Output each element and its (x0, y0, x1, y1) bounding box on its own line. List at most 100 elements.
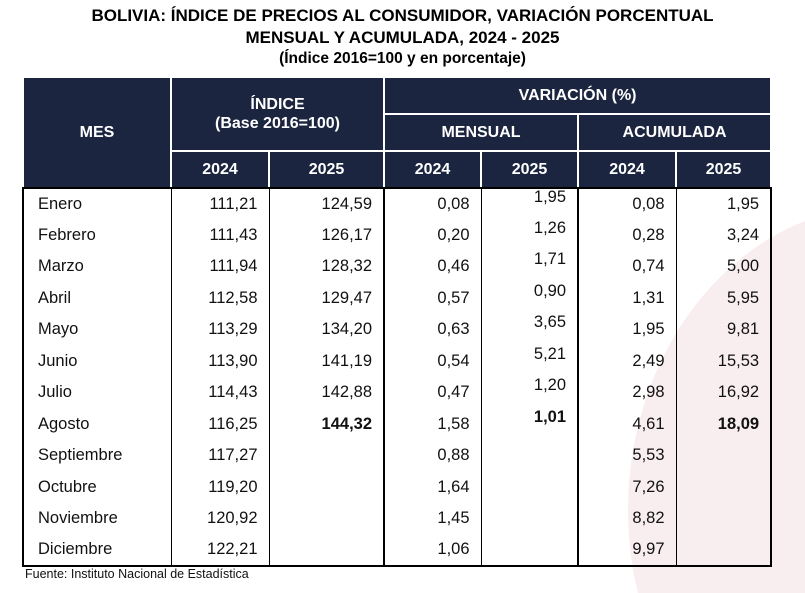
cell-acumulada-2024: 0,74 (577, 251, 677, 283)
ipc-table: MES ÍNDICE (Base 2016=100) VARIACIÓN (%)… (22, 76, 773, 567)
cell-indice-2024: 113,90 (170, 345, 269, 377)
cell-mensual-2025: 1,01 (480, 408, 579, 440)
table-row: Septiembre 117,27 0,88 5,53 (23, 440, 772, 472)
header-acumulada: ACUMULADA (577, 113, 773, 152)
header-year-indice-2024: 2024 (170, 150, 270, 189)
cell-mensual-2024: 0,20 (383, 219, 482, 251)
cell-indice-2025 (268, 503, 385, 535)
cell-mes: Julio (38, 383, 72, 402)
cell-acumulada-2024: 8,82 (577, 503, 677, 535)
cell-mensual-2025 (480, 503, 579, 535)
cell-indice-2025: 128,32 (268, 251, 385, 283)
cell-acumulada-2024: 4,61 (577, 408, 677, 440)
cell-acumulada-2025: 3,24 (675, 219, 772, 251)
cell-mensual-2025: 1,71 (480, 250, 579, 283)
table-header: MES ÍNDICE (Base 2016=100) VARIACIÓN (%)… (22, 76, 773, 189)
cell-mes: Agosto (38, 414, 90, 433)
cell-mensual-2024: 0,46 (383, 251, 482, 283)
cell-acumulada-2025: 16,92 (675, 377, 772, 409)
cell-mensual-2024: 1,64 (383, 471, 482, 503)
cell-mensual-2025: 1,20 (480, 376, 579, 409)
page-title-line3: (Índice 2016=100 y en porcentaje) (279, 50, 526, 67)
page-title-line2: MENSUAL Y ACUMULADA, 2024 - 2025 (245, 27, 560, 47)
cell-acumulada-2024: 2,98 (577, 377, 677, 409)
cell-mes: Febrero (38, 225, 96, 244)
table-row: Diciembre 122,21 1,06 9,97 (23, 534, 772, 567)
cell-mes: Mayo (38, 320, 79, 339)
cell-mensual-2024: 1,06 (383, 534, 482, 567)
source-note: Fuente: Instituto Nacional de Estadístic… (25, 567, 249, 581)
cell-indice-2024: 114,43 (170, 377, 269, 409)
cell-acumulada-2024: 7,26 (577, 471, 677, 503)
table-body: Enero 111,21 124,59 0,08 1,95 0,08 1,95 Febrero… (23, 188, 772, 567)
table-row: Julio 114,43 142,88 0,47 1,20 2,98 16,92 (23, 376, 772, 409)
header-year-mensual-2024: 2024 (383, 150, 483, 189)
cell-mensual-2025: 1,95 (480, 188, 579, 220)
header-indice-line2: (Base 2016=100) (215, 115, 340, 132)
cell-mensual-2025: 1,26 (480, 219, 579, 251)
cell-mensual-2024: 1,45 (383, 503, 482, 535)
cell-mensual-2024: 0,63 (383, 314, 482, 346)
cell-indice-2025 (268, 534, 385, 567)
cell-acumulada-2025: 1,95 (675, 188, 772, 220)
cell-indice-2025: 126,17 (268, 219, 385, 251)
cell-indice-2024: 111,94 (170, 251, 269, 283)
header-indice-line1: ÍNDICE (250, 96, 305, 113)
cell-mensual-2025 (480, 440, 579, 472)
cell-mensual-2025 (480, 534, 579, 567)
cell-indice-2024: 116,25 (170, 408, 269, 440)
table-row: Febrero 111,43 126,17 0,20 1,26 0,28 3,24 (23, 219, 772, 251)
cell-acumulada-2025: 15,53 (675, 345, 772, 377)
cell-acumulada-2024: 5,53 (577, 440, 677, 472)
cell-indice-2025 (268, 440, 385, 472)
cell-acumulada-2025: 9,81 (675, 314, 772, 346)
cell-acumulada-2024: 0,28 (577, 219, 677, 251)
cell-mes: Junio (38, 351, 78, 370)
cell-acumulada-2025 (675, 503, 772, 535)
table-row: Mayo 113,29 134,20 0,63 3,65 1,95 9,81 (23, 313, 772, 346)
cell-indice-2024: 117,27 (170, 440, 269, 472)
cell-mensual-2024: 0,47 (383, 377, 482, 409)
cell-indice-2025: 124,59 (268, 188, 385, 220)
cell-mensual-2025: 0,90 (480, 282, 579, 314)
cell-indice-2024: 119,20 (170, 471, 269, 503)
cell-mes: Septiembre (38, 446, 123, 465)
title-block: BOLIVIA: ÍNDICE DE PRECIOS AL CONSUMIDOR… (0, 5, 805, 69)
cell-mensual-2024: 0,08 (383, 188, 482, 220)
cell-acumulada-2025 (675, 440, 772, 472)
cell-indice-2024: 112,58 (170, 282, 269, 314)
header-mes: MES (22, 76, 172, 189)
cell-mensual-2025 (480, 471, 579, 503)
cell-mensual-2024: 0,88 (383, 440, 482, 472)
table-row: Noviembre 120,92 1,45 8,82 (23, 503, 772, 535)
cell-acumulada-2025: 5,95 (675, 282, 772, 314)
cell-mes: Diciembre (23, 534, 171, 567)
cell-mes: Enero (38, 194, 83, 213)
cell-indice-2025: 141,19 (268, 345, 385, 377)
cell-acumulada-2025 (675, 471, 772, 503)
table-row: Agosto 116,25 144,32 1,58 1,01 4,61 18,09 (23, 408, 772, 440)
cell-indice-2024: 111,43 (170, 219, 269, 251)
header-year-mensual-2025: 2025 (480, 150, 580, 189)
cell-indice-2025: 129,47 (268, 282, 385, 314)
cell-mensual-2025: 5,21 (480, 345, 579, 377)
cell-indice-2024: 113,29 (170, 314, 269, 346)
cell-indice-2024: 122,21 (170, 534, 269, 567)
cell-acumulada-2025: 5,00 (675, 251, 772, 283)
cell-mensual-2025: 3,65 (480, 313, 579, 346)
cell-acumulada-2024: 1,95 (577, 314, 677, 346)
cell-indice-2025: 144,32 (268, 408, 385, 440)
cell-indice-2024: 120,92 (170, 503, 269, 535)
cell-acumulada-2024: 9,97 (577, 534, 677, 567)
cell-mensual-2024: 0,57 (383, 282, 482, 314)
cell-mes: Marzo (38, 257, 84, 276)
table-row: Enero 111,21 124,59 0,08 1,95 0,08 1,95 (23, 188, 772, 220)
header-indice: ÍNDICE (Base 2016=100) (169, 76, 386, 152)
cell-mensual-2024: 0,54 (383, 345, 482, 377)
table-row: Marzo 111,94 128,32 0,46 1,71 0,74 5,00 (23, 250, 772, 283)
cell-indice-2025: 142,88 (268, 377, 385, 409)
cell-mes: Abril (38, 288, 72, 307)
header-variacion: VARIACIÓN (%) (383, 76, 773, 115)
table-row: Junio 113,90 141,19 0,54 5,21 2,49 15,53 (23, 345, 772, 377)
